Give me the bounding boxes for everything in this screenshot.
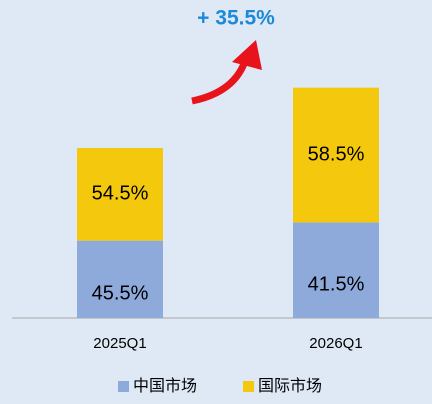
data-label: 45.5% xyxy=(92,283,149,305)
legend-label: 中国市场 xyxy=(133,377,197,395)
growth-annotation: + 35.5% xyxy=(197,7,275,30)
data-label: 58.5% xyxy=(308,143,365,165)
bar-segment xyxy=(77,240,163,318)
legend-label: 国际市场 xyxy=(258,377,322,395)
bar-segment xyxy=(293,222,379,318)
x-tick-label: 2025Q1 xyxy=(93,335,146,352)
bar-segment xyxy=(293,87,379,223)
legend-marker xyxy=(243,381,254,392)
data-label: 54.5% xyxy=(92,183,149,205)
x-tick-label: 2026Q1 xyxy=(309,335,362,352)
data-label: 41.5% xyxy=(308,273,365,295)
bar-segment xyxy=(77,148,163,241)
legend-marker xyxy=(118,381,129,392)
arrow-head xyxy=(232,40,262,70)
